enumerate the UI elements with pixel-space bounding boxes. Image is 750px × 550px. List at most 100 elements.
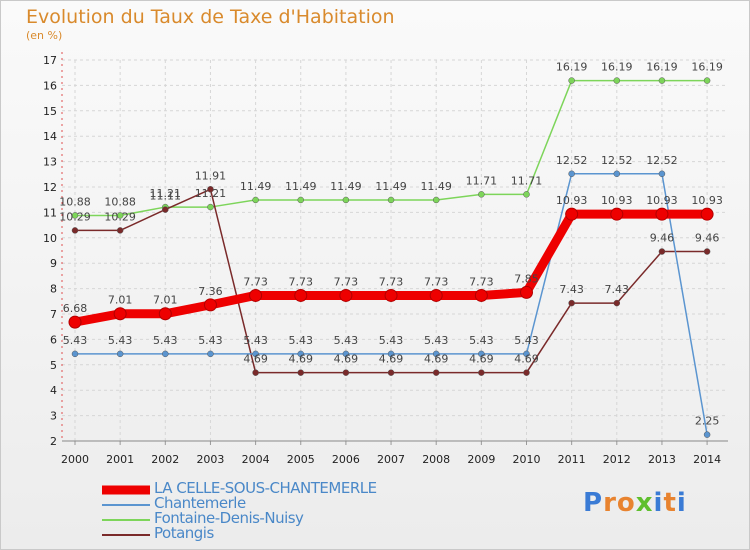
- data-point: [613, 299, 621, 307]
- data-label: 11.49: [285, 180, 317, 193]
- data-point: [71, 227, 79, 234]
- legend-label: Potangis: [154, 524, 214, 542]
- data-label: 5.43: [108, 334, 133, 347]
- data-point: [297, 369, 304, 376]
- data-label: 6.68: [63, 302, 88, 315]
- y-tick-label: 9: [50, 257, 57, 270]
- data-label: 10.29: [104, 210, 136, 223]
- data-label: 5.43: [379, 334, 404, 347]
- logo-letter: t: [663, 488, 677, 518]
- data-point: [432, 350, 440, 358]
- data-label: 5.43: [334, 334, 359, 347]
- logo-letter: P: [583, 488, 604, 518]
- data-point: [658, 248, 666, 255]
- data-label: 7.73: [379, 275, 404, 288]
- legend-label: Chantemerle: [154, 494, 246, 512]
- data-label: 4.69: [424, 353, 449, 366]
- data-point: [113, 307, 127, 321]
- data-label: 7.73: [334, 275, 359, 288]
- x-tick-label: 2007: [377, 453, 405, 466]
- data-point: [249, 288, 263, 302]
- data-point: [252, 350, 259, 358]
- data-label: 16.19: [691, 61, 723, 74]
- data-point: [655, 207, 669, 221]
- data-point: [116, 212, 124, 219]
- data-point: [523, 369, 530, 376]
- data-point: [207, 186, 214, 193]
- data-point: [252, 369, 259, 376]
- data-point: [297, 196, 304, 204]
- data-point: [613, 170, 621, 178]
- data-point: [700, 207, 714, 221]
- data-label: 11.21: [150, 187, 182, 200]
- data-label: 5.43: [514, 334, 539, 347]
- data-label: 11.71: [466, 174, 498, 187]
- data-label: 11.11: [150, 190, 182, 203]
- data-point: [71, 212, 79, 219]
- data-label: 11.49: [240, 180, 272, 193]
- data-point: [610, 207, 624, 221]
- data-label: 9.46: [650, 232, 675, 245]
- data-label: 11.91: [195, 169, 227, 182]
- data-label: 11.71: [511, 174, 543, 187]
- data-label: 5.43: [198, 334, 223, 347]
- data-point: [703, 248, 711, 255]
- data-label: 12.52: [556, 154, 588, 167]
- data-label: 4.69: [243, 353, 268, 366]
- legend-swatch: [102, 485, 150, 495]
- data-label: 10.93: [646, 194, 678, 207]
- data-label: 7.36: [198, 285, 223, 298]
- logo-letter: i: [653, 488, 664, 518]
- y-tick-label: 7: [50, 308, 57, 321]
- y-tick-label: 17: [43, 54, 57, 67]
- legend-label: LA CELLE-SOUS-CHANTEMERLE: [154, 479, 377, 497]
- x-tick-label: 2013: [648, 453, 676, 466]
- data-point: [207, 350, 214, 358]
- data-label: 5.43: [289, 334, 314, 347]
- data-point: [297, 350, 304, 358]
- data-label: 12.52: [646, 154, 678, 167]
- data-label: 2.25: [695, 415, 720, 428]
- line-chart: 2 3 4 5 6 7 8 9 10 11 12 13 14 15 16 17 2000 2001 2002 2003…: [43, 52, 728, 466]
- x-tick-label: 2008: [422, 453, 450, 466]
- data-point: [207, 203, 214, 211]
- x-tick-label: 2000: [61, 453, 89, 466]
- data-label: 7.73: [469, 275, 494, 288]
- y-tick-label: 12: [43, 181, 57, 194]
- data-label: 16.19: [646, 61, 678, 74]
- data-label: 11.49: [330, 180, 362, 193]
- data-point: [342, 350, 350, 358]
- data-point: [568, 299, 575, 307]
- data-label: 7.01: [153, 294, 178, 307]
- data-label: 11.49: [420, 180, 452, 193]
- chart-title: Evolution du Taux de Taxe d'Habitation: [26, 6, 395, 28]
- data-point: [568, 170, 575, 178]
- data-point: [342, 196, 350, 204]
- data-label: 5.43: [243, 334, 268, 347]
- chart-unit-label: (en %): [26, 29, 63, 42]
- logo-letter: i: [676, 488, 687, 518]
- x-tick-label: 2009: [467, 453, 495, 466]
- data-label: 11.49: [375, 180, 407, 193]
- data-point: [703, 77, 711, 84]
- data-point: [474, 288, 488, 302]
- y-tick-label: 5: [50, 359, 57, 372]
- data-point: [158, 307, 172, 321]
- data-label: 9.46: [695, 232, 720, 245]
- data-point: [162, 206, 169, 213]
- legend-swatch: [102, 519, 150, 521]
- data-point: [162, 350, 169, 358]
- y-tick-label: 16: [43, 79, 57, 92]
- data-point: [703, 431, 711, 438]
- proxiti-logo: Proxiti: [583, 488, 687, 518]
- data-point: [565, 207, 579, 221]
- x-tick-label: 2004: [242, 453, 270, 466]
- y-tick-label: 2: [50, 435, 57, 448]
- data-label: 4.69: [514, 353, 539, 366]
- x-tick-label: 2010: [513, 453, 541, 466]
- data-point: [568, 77, 575, 84]
- legend-swatch: [102, 504, 150, 506]
- data-point: [116, 350, 124, 358]
- data-label: 4.69: [469, 353, 494, 366]
- data-point: [387, 350, 395, 358]
